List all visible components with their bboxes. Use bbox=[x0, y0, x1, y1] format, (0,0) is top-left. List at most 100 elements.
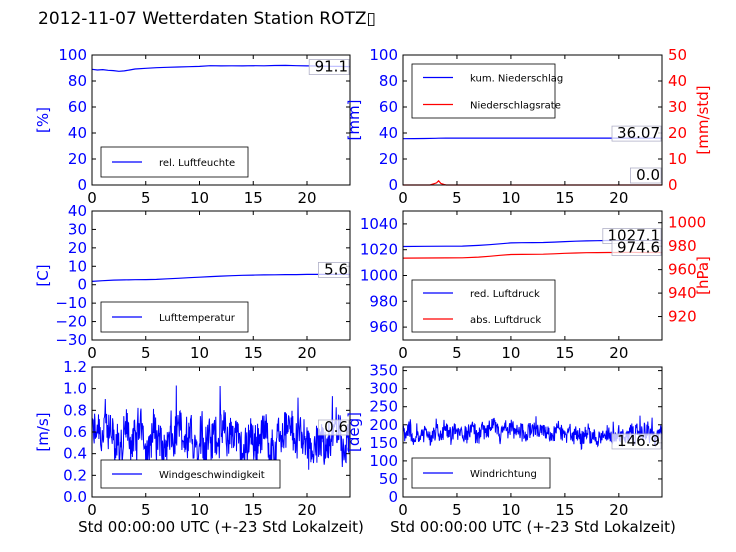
precipitation-y2tick-label: 40 bbox=[668, 72, 687, 90]
humidity-xtick-label: 5 bbox=[141, 189, 151, 207]
humidity-ytick-label: 40 bbox=[68, 124, 87, 142]
temperature-annotation-label: 5.6 bbox=[324, 260, 348, 278]
precipitation-y2tick-label: 20 bbox=[668, 124, 687, 142]
temperature-series-1-line bbox=[91, 273, 350, 282]
wind-speed-xtick-label: 15 bbox=[244, 501, 263, 519]
wind-direction-xtick-label: 5 bbox=[452, 501, 462, 519]
wind-direction-series-1-line bbox=[402, 415, 663, 451]
precipitation-y2tick-label: 10 bbox=[668, 150, 687, 168]
precipitation-series-2-line bbox=[403, 179, 662, 186]
pressure-y2tick-label: 980 bbox=[668, 237, 697, 255]
precipitation-ytick-label: 80 bbox=[379, 72, 398, 90]
precipitation-ytick-label: 60 bbox=[379, 98, 398, 116]
pressure-xtick-label: 15 bbox=[555, 344, 574, 362]
precipitation-legend-box bbox=[411, 63, 556, 119]
wind-direction-annotation-box bbox=[611, 433, 662, 450]
wind-speed-ytick-label: 1.0 bbox=[63, 380, 87, 398]
precipitation-annotation-label: 36.07 bbox=[617, 124, 660, 142]
wind-direction-ytick-label: 250 bbox=[369, 398, 398, 416]
temperature-axes-frame bbox=[91, 210, 351, 341]
pressure-xtick-label: 0 bbox=[398, 344, 408, 362]
wind-direction-ytick-label: 150 bbox=[369, 434, 398, 452]
wind-direction-ytick-label: 300 bbox=[369, 380, 398, 398]
precipitation-ytick-label: 0 bbox=[388, 176, 398, 194]
wind-direction-ytick-label: 350 bbox=[369, 362, 398, 380]
wind-speed-xtick-label: 0 bbox=[87, 501, 97, 519]
humidity-ytick-label: 100 bbox=[58, 46, 87, 64]
wind-speed-xtick-label: 10 bbox=[190, 501, 209, 519]
precipitation-y2tick-label: 0 bbox=[668, 176, 678, 194]
temperature-ytick-label: 0 bbox=[77, 276, 87, 294]
wind-speed-ytick-label: 0.6 bbox=[63, 423, 87, 441]
temperature-xtick-label: 5 bbox=[141, 344, 151, 362]
wind-speed-ytick-label: 0.0 bbox=[63, 488, 87, 506]
humidity-axes-frame bbox=[91, 54, 351, 186]
wind-speed-annotation-box bbox=[317, 419, 350, 436]
temperature-ytick-label: −30 bbox=[55, 331, 87, 349]
pressure-ytick-label: 960 bbox=[369, 318, 398, 336]
wind-speed-legend-label: Windgeschwindigkeit bbox=[159, 470, 265, 481]
x-axis-label-right: Std 00:00:00 UTC (+-23 Std Lokalzeit) bbox=[390, 518, 676, 536]
precipitation-annotation-label: 0.0 bbox=[636, 166, 660, 184]
precipitation-ytick-label: 100 bbox=[369, 46, 398, 64]
precipitation-xtick-label: 5 bbox=[452, 189, 462, 207]
precipitation-ylabel: [mm] bbox=[345, 100, 363, 141]
temperature-ytick-label: 30 bbox=[68, 220, 87, 238]
humidity-annotation-label: 91.1 bbox=[315, 58, 348, 76]
humidity-ylabel: [%] bbox=[34, 107, 52, 133]
temperature-ytick-label: 40 bbox=[68, 202, 87, 220]
temperature-legend-box bbox=[100, 301, 249, 333]
wind-direction-legend-label: Windrichtung bbox=[470, 469, 537, 480]
humidity-ytick-label: 80 bbox=[68, 72, 87, 90]
precipitation-xtick-label: 15 bbox=[555, 189, 574, 207]
pressure-y2tick-label: 960 bbox=[668, 261, 697, 279]
wind-direction-xtick-label: 20 bbox=[609, 501, 628, 519]
precipitation-xtick-label: 20 bbox=[609, 189, 628, 207]
temperature-xtick-label: 15 bbox=[244, 344, 263, 362]
pressure-y2tick-label: 940 bbox=[668, 284, 697, 302]
wind-direction-xtick-label: 10 bbox=[501, 501, 520, 519]
precipitation-y2tick-label: 30 bbox=[668, 98, 687, 116]
pressure-ytick-label: 1020 bbox=[360, 241, 398, 259]
pressure-ytick-label: 1000 bbox=[360, 267, 398, 285]
precipitation-legend-label: kum. Niederschlag bbox=[470, 74, 563, 85]
wind-speed-annotation-label: 0.6 bbox=[324, 418, 348, 436]
wind-direction-ytick-label: 50 bbox=[379, 470, 398, 488]
wind-speed-xtick-label: 20 bbox=[297, 501, 316, 519]
wind-direction-ytick-label: 100 bbox=[369, 452, 398, 470]
precipitation-y2label: [mm/std] bbox=[694, 85, 712, 154]
pressure-xtick-label: 20 bbox=[609, 344, 628, 362]
temperature-ytick-label: −10 bbox=[55, 294, 87, 312]
pressure-annotation-box bbox=[611, 240, 662, 256]
humidity-xtick-label: 0 bbox=[87, 189, 97, 207]
humidity-series-1-line bbox=[91, 64, 351, 72]
wind-speed-ylabel: [m/s] bbox=[34, 412, 52, 451]
pressure-annotation-label: 974.6 bbox=[617, 239, 660, 257]
wind-direction-ylabel: [deg] bbox=[345, 412, 363, 452]
humidity-xtick-label: 20 bbox=[297, 189, 316, 207]
temperature-ytick-label: −20 bbox=[55, 313, 87, 331]
humidity-legend-label: rel. Luftfeuchte bbox=[159, 158, 235, 169]
precipitation-series-1-line bbox=[402, 137, 662, 140]
humidity-xtick-label: 15 bbox=[244, 189, 263, 207]
pressure-xtick-label: 5 bbox=[452, 344, 462, 362]
precipitation-ytick-label: 20 bbox=[379, 150, 398, 168]
precipitation-annotation-box bbox=[630, 167, 662, 184]
pressure-ytick-label: 1040 bbox=[360, 215, 398, 233]
temperature-annotation-box bbox=[317, 261, 350, 278]
pressure-legend-label: abs. Luftdruck bbox=[470, 315, 541, 326]
wind-speed-ytick-label: 0.4 bbox=[63, 445, 87, 463]
wind-direction-xtick-label: 15 bbox=[555, 501, 574, 519]
humidity-ytick-label: 60 bbox=[68, 98, 87, 116]
precipitation-annotation-box bbox=[611, 125, 662, 142]
precipitation-ytick-label: 40 bbox=[379, 124, 398, 142]
wind-speed-xtick-label: 5 bbox=[141, 501, 151, 519]
wind-speed-ytick-label: 0.8 bbox=[63, 401, 87, 419]
temperature-ylabel: [C] bbox=[34, 264, 52, 286]
wind-direction-axes-frame bbox=[402, 366, 663, 498]
wind-speed-ytick-label: 0.2 bbox=[63, 466, 87, 484]
precipitation-xtick-label: 10 bbox=[501, 189, 520, 207]
pressure-legend-label: red. Luftdruck bbox=[470, 289, 540, 300]
